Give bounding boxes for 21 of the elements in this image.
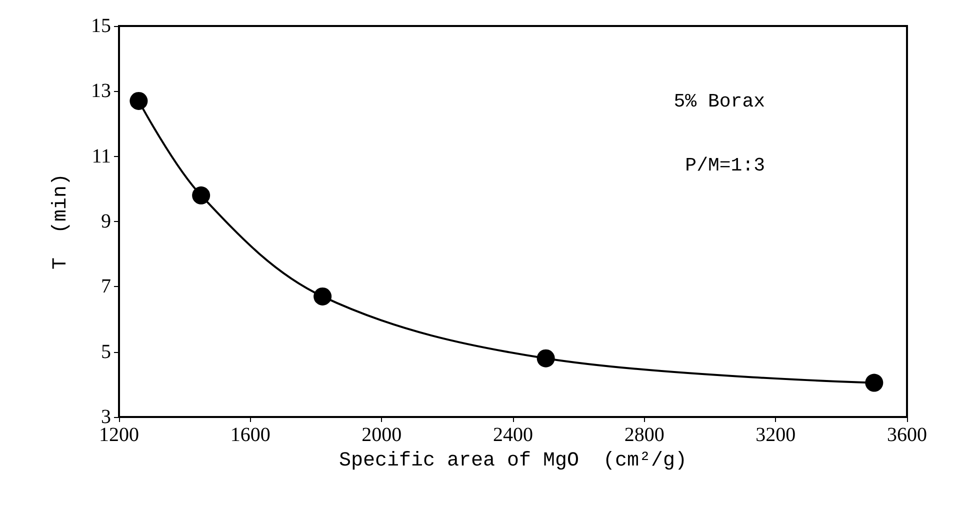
- y-tick-label: 9: [101, 210, 111, 232]
- x-tick-label: 3200: [756, 424, 796, 446]
- x-tick-label: 2800: [624, 424, 664, 446]
- y-tick-label: 13: [91, 80, 111, 102]
- x-axis-title: Specific area of MgO (cm²/g): [338, 450, 688, 472]
- y-tick-label: 15: [91, 15, 111, 37]
- annotation: 5% Borax: [674, 90, 766, 112]
- annotation: P/M=1:3: [685, 154, 766, 176]
- point: [130, 92, 148, 110]
- y-tick-label: 11: [92, 145, 111, 168]
- point: [865, 374, 884, 392]
- x-tick-label: 1600: [230, 424, 270, 446]
- point: [192, 186, 210, 204]
- point: [314, 287, 332, 306]
- y-tick-label: 7: [101, 276, 111, 298]
- x-tick-label: 2400: [493, 424, 533, 446]
- y-axis-title: T (min): [50, 173, 72, 270]
- point: [536, 349, 555, 368]
- y-tick-label: 5: [101, 340, 111, 363]
- x-tick-label: 2000: [362, 424, 402, 446]
- x-tick-label: 3600: [887, 424, 927, 446]
